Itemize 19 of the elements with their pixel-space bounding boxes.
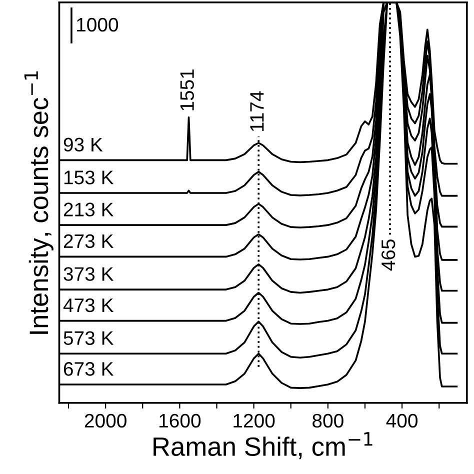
x-tick-label: 800 — [312, 414, 344, 428]
y-axis-title: Intensity, counts sec$^{−1}$ — [24, 71, 54, 334]
ref-line-label: 465 — [381, 239, 396, 271]
annotation: 1551 — [180, 69, 194, 110]
series-label: 673 K — [64, 362, 114, 376]
series-label: 473 K — [63, 298, 114, 312]
series-label: 213 K — [64, 202, 114, 216]
x-tick-label: 2000 — [84, 414, 126, 428]
series-label: 573 K — [64, 331, 114, 345]
series-label: 273 K — [64, 234, 114, 248]
x-axis-title: Raman Shift, cm$^{−1}$ — [154, 432, 372, 460]
annotation: 1000 — [77, 18, 118, 32]
x-tick-label: 1600 — [160, 414, 201, 428]
x-tick-label: 1200 — [234, 414, 275, 428]
series-label: 373 K — [64, 267, 114, 281]
series-label: 153 K — [64, 170, 114, 184]
series-label: 93 K — [64, 138, 103, 152]
ref-line-label: 1174 — [250, 91, 264, 132]
x-tick-label: 400 — [386, 414, 418, 428]
